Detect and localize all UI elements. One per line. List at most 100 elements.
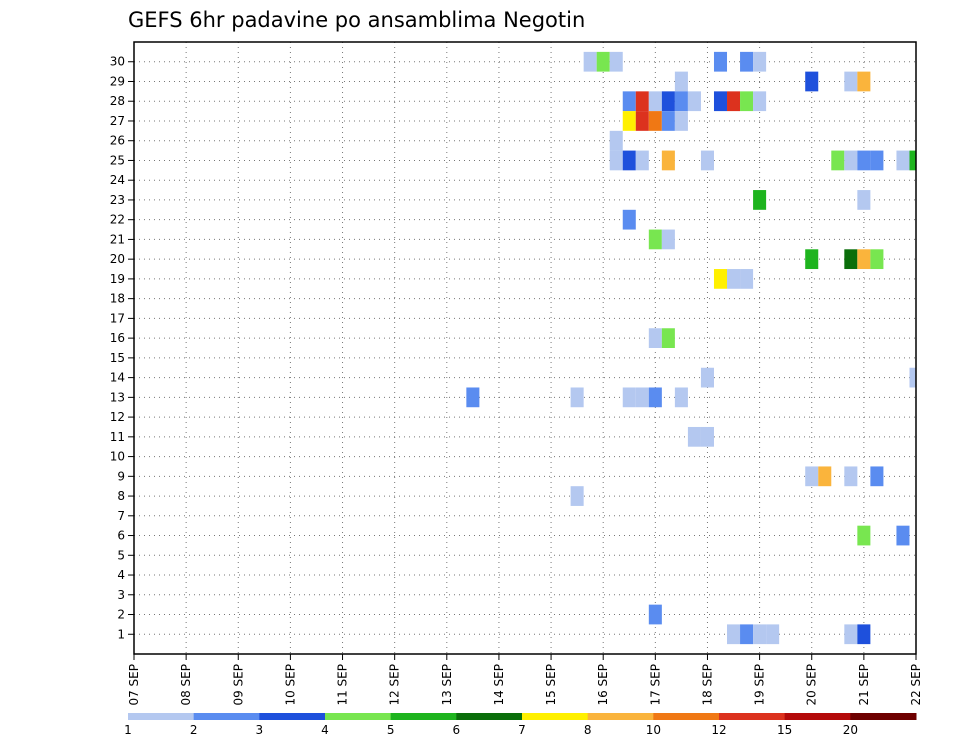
colorbar-label: 7: [518, 723, 526, 737]
heatmap-cell: [805, 249, 819, 270]
heatmap-cell: [661, 111, 675, 131]
heatmap-cell: [661, 328, 675, 348]
y-tick-label: 18: [110, 292, 125, 306]
y-tick-label: 16: [110, 331, 125, 345]
colorbar-label: 20: [843, 723, 858, 737]
heatmap-cell: [609, 150, 623, 171]
colorbar-label: 10: [646, 723, 661, 737]
y-tick-label: 7: [117, 509, 125, 523]
x-tick-label: 08 SEP: [179, 664, 193, 706]
x-tick-label: 14 SEP: [492, 664, 506, 706]
colorbar-swatch: [325, 713, 392, 720]
y-tick-label: 13: [110, 390, 125, 404]
heatmap-cell: [857, 624, 871, 645]
y-tick-label: 29: [110, 74, 125, 88]
y-tick-label: 24: [110, 173, 125, 187]
heatmap-cell: [857, 71, 871, 92]
y-tick-label: 23: [110, 193, 125, 207]
heatmap-cell: [831, 150, 845, 171]
heatmap-cell: [713, 91, 728, 112]
y-tick-label: 12: [110, 410, 125, 424]
x-tick-label: 13 SEP: [440, 664, 454, 706]
colorbar-swatch: [653, 713, 720, 720]
heatmap-cell: [674, 387, 688, 408]
colorbar-swatch: [390, 713, 457, 720]
heatmap-cell: [661, 91, 675, 112]
x-axis: 07 SEP 08 SEP 09 SEP 10 SEP 11 SEP 12 SEP 13 S…: [127, 654, 923, 706]
heatmap-cell: [740, 51, 754, 72]
colorbar-label: 15: [777, 723, 792, 737]
heatmap-cell: [609, 51, 623, 72]
x-tick-label: 12 SEP: [388, 664, 402, 706]
colorbar-label: 6: [453, 723, 461, 737]
heatmap-cell: [870, 249, 884, 270]
heatmap-cell: [896, 150, 910, 171]
heatmap-cell: [844, 624, 858, 645]
heatmap-cell: [661, 150, 675, 171]
heatmap-cell: [805, 71, 819, 92]
y-tick-label: 17: [110, 311, 125, 325]
heatmap-cell: [727, 624, 741, 645]
x-tick-label: 09 SEP: [231, 664, 245, 706]
y-tick-label: 22: [110, 213, 125, 227]
heatmap-cell: [844, 71, 858, 92]
x-tick-label: 15 SEP: [544, 664, 558, 706]
plot-frame: [133, 41, 917, 655]
colorbar-label: 8: [584, 723, 592, 737]
y-tick-label: 27: [110, 114, 125, 128]
heatmap-cell: [805, 466, 819, 487]
heatmap-cell: [622, 209, 636, 230]
y-tick-label: 15: [110, 351, 125, 365]
heatmap-cell: [753, 190, 767, 210]
x-tick-label: 10 SEP: [283, 664, 297, 706]
x-tick-label: 20 SEP: [805, 664, 819, 706]
heatmap-cell: [753, 51, 767, 72]
heatmap-cell: [844, 249, 858, 270]
colorbar-swatch: [522, 713, 589, 720]
heatmap-cell: [896, 525, 910, 546]
x-tick-label: 21 SEP: [857, 664, 871, 706]
grid: [134, 42, 916, 654]
heatmap-cell: [609, 130, 623, 151]
chart-title: GEFS 6hr padavine po ansamblima Negotin: [128, 8, 585, 32]
heatmap-cell: [622, 91, 636, 112]
x-tick-label: 07 SEP: [127, 664, 141, 706]
y-tick-label: 1: [117, 627, 125, 641]
y-tick-label: 5: [117, 548, 125, 562]
heatmap-cell: [648, 111, 662, 131]
colorbar-swatch: [850, 713, 917, 720]
heatmap-cell: [622, 387, 636, 408]
heatmap-cell: [844, 150, 858, 171]
y-tick-label: 28: [110, 94, 125, 108]
heatmap-cell: [700, 150, 714, 171]
heatmap-cell: [648, 91, 662, 112]
colorbar-label: 3: [256, 723, 264, 737]
x-tick-label: 17 SEP: [648, 664, 662, 706]
colorbar-swatch: [784, 713, 851, 720]
x-tick-label: 22 SEP: [909, 664, 923, 706]
heatmap-cell: [740, 91, 754, 112]
x-tick-label: 18 SEP: [700, 664, 714, 706]
y-tick-label: 26: [110, 134, 125, 148]
colorbar-label: 1: [124, 723, 132, 737]
heatmap-cell: [766, 624, 780, 645]
heatmap-cell: [700, 367, 714, 388]
heatmap-cell: [753, 624, 767, 645]
heatmap-cell: [740, 624, 754, 645]
y-tick-label: 4: [117, 568, 125, 582]
y-tick-label: 9: [117, 469, 125, 483]
y-tick-label: 11: [110, 430, 125, 444]
y-tick-label: 30: [110, 55, 125, 69]
x-tick-label: 19 SEP: [753, 664, 767, 706]
colorbar-swatch: [193, 713, 260, 720]
heatmap-cell: [674, 111, 688, 131]
y-tick-label: 6: [117, 529, 125, 543]
heatmap-cell: [857, 525, 871, 546]
colorbar-swatch: [719, 713, 786, 720]
heatmap-cell: [909, 367, 916, 388]
heatmap-cell: [570, 387, 584, 408]
heatmap-cell: [713, 269, 728, 289]
heatmap-cell: [727, 269, 741, 289]
heatmap-cell: [753, 91, 767, 112]
heatmap-cell: [635, 111, 649, 131]
